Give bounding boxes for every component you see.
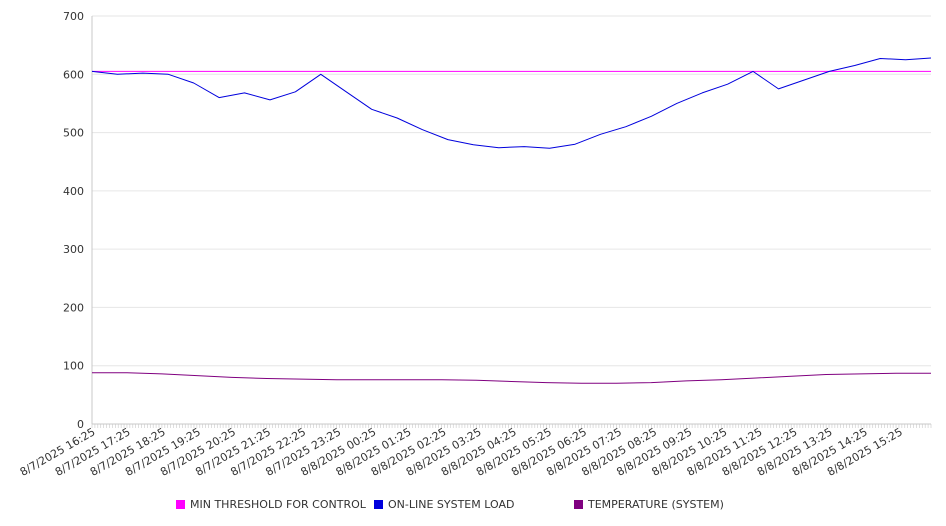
series-line-temperature — [92, 372, 931, 384]
y-tick-label-0: 0 — [77, 418, 84, 431]
y-tick-label-500: 500 — [63, 127, 84, 140]
legend-swatch-system-load — [374, 500, 383, 509]
y-axis-ticks: 0 100 200 300 400 500 600 700 — [63, 10, 84, 431]
y-tick-label-200: 200 — [63, 301, 84, 314]
y-tick-label-300: 300 — [63, 243, 84, 256]
y-tick-label-100: 100 — [63, 360, 84, 373]
legend-label-temperature: TEMPERATURE (SYSTEM) — [588, 498, 724, 511]
y-tick-label-600: 600 — [63, 68, 84, 81]
legend-label-system-load: ON-LINE SYSTEM LOAD — [388, 498, 515, 511]
legend-item-min-threshold[interactable]: MIN THRESHOLD FOR CONTROL — [176, 498, 366, 511]
gridlines — [92, 15, 931, 367]
series-lines — [91, 57, 932, 384]
y-tick-label-700: 700 — [63, 10, 84, 23]
legend-item-system-load[interactable]: ON-LINE SYSTEM LOAD — [374, 498, 514, 511]
series-line-system-load — [91, 57, 932, 149]
axes — [91, 16, 932, 428]
y-tick-label-400: 400 — [63, 185, 84, 198]
legend-swatch-min-threshold — [176, 500, 185, 509]
legend-label-min-threshold: MIN THRESHOLD FOR CONTROL — [190, 498, 366, 511]
legend-item-temperature[interactable]: TEMPERATURE (SYSTEM) — [574, 498, 724, 511]
x-axis-ticks: 8/7/2025 16:258/7/2025 17:258/7/2025 18:… — [18, 425, 905, 479]
legend-swatch-temperature — [574, 500, 583, 509]
